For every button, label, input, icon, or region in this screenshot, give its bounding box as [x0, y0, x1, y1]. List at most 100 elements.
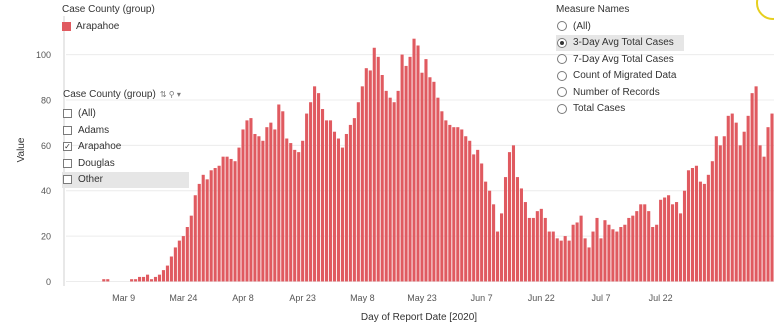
- bar[interactable]: [145, 274, 150, 282]
- bar[interactable]: [643, 204, 647, 282]
- bar[interactable]: [281, 111, 285, 282]
- bar[interactable]: [400, 54, 404, 282]
- bar[interactable]: [309, 102, 313, 282]
- bar[interactable]: [189, 215, 193, 282]
- bar[interactable]: [663, 197, 667, 282]
- radio-icon[interactable]: [557, 54, 567, 65]
- bar[interactable]: [380, 74, 384, 282]
- bar[interactable]: [285, 138, 289, 282]
- bar[interactable]: [623, 224, 627, 282]
- bar[interactable]: [615, 231, 619, 282]
- measure-option-migrated[interactable]: Count of Migrated Data: [556, 68, 684, 85]
- bar[interactable]: [515, 177, 519, 282]
- bar[interactable]: [432, 81, 436, 282]
- bar[interactable]: [507, 152, 512, 282]
- bar[interactable]: [480, 163, 484, 282]
- bar[interactable]: [555, 238, 559, 282]
- checkbox-icon[interactable]: [63, 125, 72, 135]
- bar[interactable]: [559, 240, 563, 282]
- bar[interactable]: [356, 102, 360, 282]
- bar[interactable]: [726, 115, 730, 282]
- bar[interactable]: [408, 56, 412, 282]
- bar[interactable]: [718, 145, 722, 282]
- bar[interactable]: [213, 168, 217, 282]
- bar[interactable]: [583, 238, 587, 282]
- bar[interactable]: [138, 276, 142, 282]
- bar[interactable]: [404, 65, 408, 282]
- bar[interactable]: [269, 122, 273, 282]
- measure-option-records[interactable]: Number of Records: [556, 84, 684, 101]
- filter-option-arapahoe[interactable]: ✓ Arapahoe: [62, 139, 189, 156]
- bar[interactable]: [221, 156, 225, 282]
- bar[interactable]: [499, 213, 504, 282]
- bar[interactable]: [587, 247, 591, 282]
- bar[interactable]: [543, 217, 547, 282]
- bar[interactable]: [317, 93, 321, 282]
- bar[interactable]: [492, 204, 496, 282]
- bar[interactable]: [571, 224, 575, 282]
- filter-option-douglas[interactable]: Douglas: [62, 155, 189, 172]
- bar[interactable]: [619, 227, 623, 282]
- bar[interactable]: [667, 195, 671, 282]
- bar[interactable]: [547, 231, 551, 282]
- bar[interactable]: [313, 86, 317, 282]
- bar[interactable]: [671, 204, 675, 282]
- bar[interactable]: [448, 124, 452, 282]
- checkbox-icon[interactable]: [63, 175, 72, 185]
- measure-option-total[interactable]: Total Cases: [556, 101, 684, 118]
- bar[interactable]: [205, 179, 209, 282]
- bar[interactable]: [659, 199, 663, 282]
- bar[interactable]: [523, 202, 527, 282]
- bar[interactable]: [209, 170, 213, 282]
- bar[interactable]: [452, 127, 456, 282]
- bar[interactable]: [173, 247, 177, 282]
- measure-option-7day-avg[interactable]: 7-Day Avg Total Cases: [556, 51, 684, 68]
- bar[interactable]: [476, 149, 480, 282]
- radio-icon[interactable]: [557, 70, 567, 81]
- bar[interactable]: [217, 165, 221, 282]
- filter-option-other[interactable]: Other: [62, 171, 189, 188]
- bar[interactable]: [142, 276, 146, 282]
- bar[interactable]: [746, 115, 750, 282]
- bar[interactable]: [754, 86, 758, 282]
- bar[interactable]: [177, 240, 181, 282]
- bar[interactable]: [535, 211, 539, 282]
- bar[interactable]: [193, 195, 197, 282]
- bar[interactable]: [225, 156, 229, 282]
- bar[interactable]: [420, 72, 424, 282]
- bar[interactable]: [714, 136, 718, 282]
- bar[interactable]: [416, 45, 420, 282]
- bar[interactable]: [368, 70, 372, 282]
- bar[interactable]: [324, 120, 329, 282]
- bar[interactable]: [149, 279, 154, 282]
- bar[interactable]: [376, 56, 380, 282]
- bar[interactable]: [468, 140, 472, 282]
- bar[interactable]: [384, 90, 388, 282]
- bar[interactable]: [563, 236, 567, 282]
- bar[interactable]: [130, 279, 134, 282]
- bar[interactable]: [388, 97, 392, 282]
- bar[interactable]: [770, 113, 774, 282]
- radio-icon[interactable]: [557, 103, 567, 114]
- bar[interactable]: [332, 131, 337, 282]
- bar[interactable]: [595, 217, 599, 282]
- radio-icon[interactable]: [557, 37, 567, 48]
- bar[interactable]: [396, 90, 400, 282]
- bar[interactable]: [321, 109, 325, 282]
- bar[interactable]: [344, 133, 348, 282]
- bar[interactable]: [245, 120, 249, 282]
- bar[interactable]: [706, 174, 710, 282]
- bar[interactable]: [758, 145, 762, 282]
- checkbox-icon[interactable]: [63, 158, 72, 168]
- bar[interactable]: [157, 274, 162, 282]
- bar[interactable]: [257, 136, 261, 282]
- bar[interactable]: [702, 183, 706, 282]
- bar[interactable]: [738, 145, 742, 282]
- filter-tools-icon[interactable]: ⇅ ⚲ ▾: [159, 89, 181, 99]
- bar[interactable]: [539, 208, 543, 282]
- bar[interactable]: [169, 256, 173, 282]
- bar[interactable]: [710, 161, 714, 282]
- measure-option-3day-avg[interactable]: 3-Day Avg Total Cases: [556, 34, 684, 51]
- bar[interactable]: [229, 158, 233, 282]
- bar[interactable]: [153, 276, 158, 282]
